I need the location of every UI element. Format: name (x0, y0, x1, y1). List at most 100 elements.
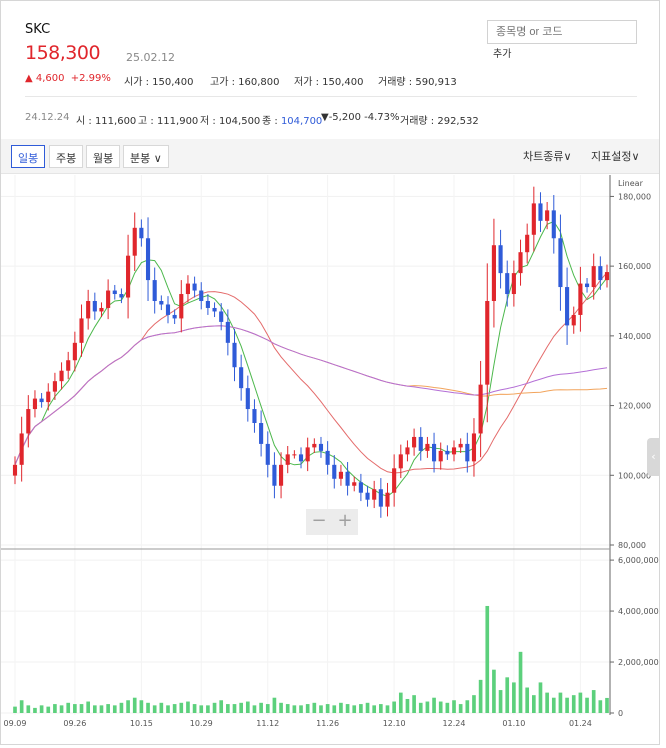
zoom-control: − + (306, 509, 358, 535)
volume-bar (325, 704, 330, 713)
axis-ticks: 180,000 160,000 140,000 120,000 100,000 80,00… (4, 192, 659, 728)
volume-bar (452, 700, 456, 713)
candle-body (86, 301, 91, 319)
candle-body (132, 227, 137, 256)
volume-bar (352, 705, 357, 713)
volume-bar (485, 605, 490, 713)
hover-volume-value: 292,532 (437, 116, 479, 127)
candle-body (458, 443, 463, 448)
volume-bar (139, 700, 144, 713)
volume-bar (192, 704, 197, 713)
volume-bar (79, 704, 84, 713)
volume-bar (232, 704, 237, 713)
down-triangle-icon: ▼ (321, 112, 329, 123)
chart-type-menu[interactable]: 차트종류∨ (523, 148, 572, 164)
candle-body (252, 409, 257, 423)
volume-bar (398, 692, 403, 713)
hover-low-label: 저 : (200, 116, 216, 127)
volume-bar (146, 702, 150, 713)
candle-body (172, 314, 177, 319)
price-tick-label: 120,000 (618, 402, 651, 411)
tab-daily[interactable]: 일봉 (11, 145, 46, 168)
candle-body (491, 245, 496, 301)
candle-body (26, 409, 31, 434)
candle-body (145, 238, 151, 281)
volume-bar (212, 702, 217, 713)
x-tick-label: 11.12 (256, 719, 279, 728)
candle-body (431, 443, 437, 462)
tab-weekly[interactable]: 주봉 (49, 145, 84, 168)
volume-value: 590,913 (415, 77, 457, 88)
hover-close: 종 : 104,700 (262, 112, 322, 127)
candle-body (318, 443, 324, 451)
hover-change-value: -5,200 (328, 112, 361, 123)
candle-body (525, 234, 530, 253)
volume-bar (345, 704, 350, 713)
volume-bar (13, 706, 17, 713)
hover-volume: 거래량 : 292,532 (400, 112, 479, 127)
volume-bar (598, 700, 603, 713)
volume-bars (13, 605, 609, 713)
candle-body (584, 283, 590, 288)
candle-body (298, 454, 304, 462)
candle-body (192, 283, 197, 291)
volume-bar (112, 705, 117, 713)
hover-volume-label: 거래량 : (400, 116, 435, 127)
volume-bar (585, 697, 589, 713)
candle-body (405, 447, 410, 455)
volume-bar (166, 705, 170, 713)
candlestick-series (12, 186, 610, 518)
candle-body (106, 290, 111, 308)
indicator-menu[interactable]: 지표설정∨ (591, 148, 640, 164)
volume-bar (319, 705, 323, 713)
candle-body (398, 454, 403, 469)
volume-bar (385, 705, 390, 713)
tab-monthly[interactable]: 월봉 (86, 145, 121, 168)
candle-body (219, 311, 224, 322)
side-panel-toggle[interactable]: ‹ (647, 438, 660, 476)
zoom-out-button[interactable]: − (311, 510, 327, 531)
candle-body (332, 464, 337, 479)
stock-search-input[interactable] (487, 20, 637, 44)
moving-average-lines (14, 220, 608, 497)
ma20-line (14, 272, 608, 474)
candle-body (19, 433, 24, 465)
candle-body (511, 273, 516, 295)
volume-bar (285, 704, 290, 713)
volume-bar (525, 687, 530, 713)
hover-close-label: 종 : (262, 116, 278, 127)
candle-body (392, 468, 397, 493)
add-button[interactable]: 추가 (493, 49, 512, 60)
chevron-down-icon: ∨ (153, 152, 162, 165)
volume-bar (505, 677, 510, 713)
candle-body (32, 398, 38, 410)
candle-body (165, 304, 171, 315)
volume-bar (66, 702, 71, 713)
candle-body (225, 321, 230, 343)
volume-bar (438, 701, 443, 713)
tab-minute[interactable]: 분봉 ∨ (123, 145, 169, 168)
candle-body (358, 482, 363, 493)
chevron-down-icon: ∨ (631, 150, 640, 163)
candle-body (139, 227, 144, 239)
candle-body (12, 464, 18, 476)
candle-body (591, 266, 596, 288)
ma5-line (14, 220, 608, 497)
hover-open-label: 시 : (76, 116, 92, 127)
zoom-in-button[interactable]: + (337, 510, 353, 531)
candle-body (72, 342, 77, 361)
volume-bar (152, 705, 157, 713)
candle-body (46, 391, 51, 403)
candle-body (565, 287, 570, 326)
volume-bar (159, 702, 164, 713)
volume-bar (272, 697, 277, 713)
volume-bar (99, 705, 104, 713)
price-volume-chart[interactable]: Linear 180,000 160,000 140,000 120,000 100,0… (1, 175, 659, 743)
price-change-percent: +2.99% (70, 73, 111, 84)
chevron-left-icon: ‹ (651, 450, 656, 463)
candle-body (305, 447, 310, 462)
volume-bar (379, 704, 383, 713)
volume-bar (565, 697, 569, 713)
hover-date: 24.12.24 (25, 112, 70, 123)
candle-body (79, 318, 84, 343)
